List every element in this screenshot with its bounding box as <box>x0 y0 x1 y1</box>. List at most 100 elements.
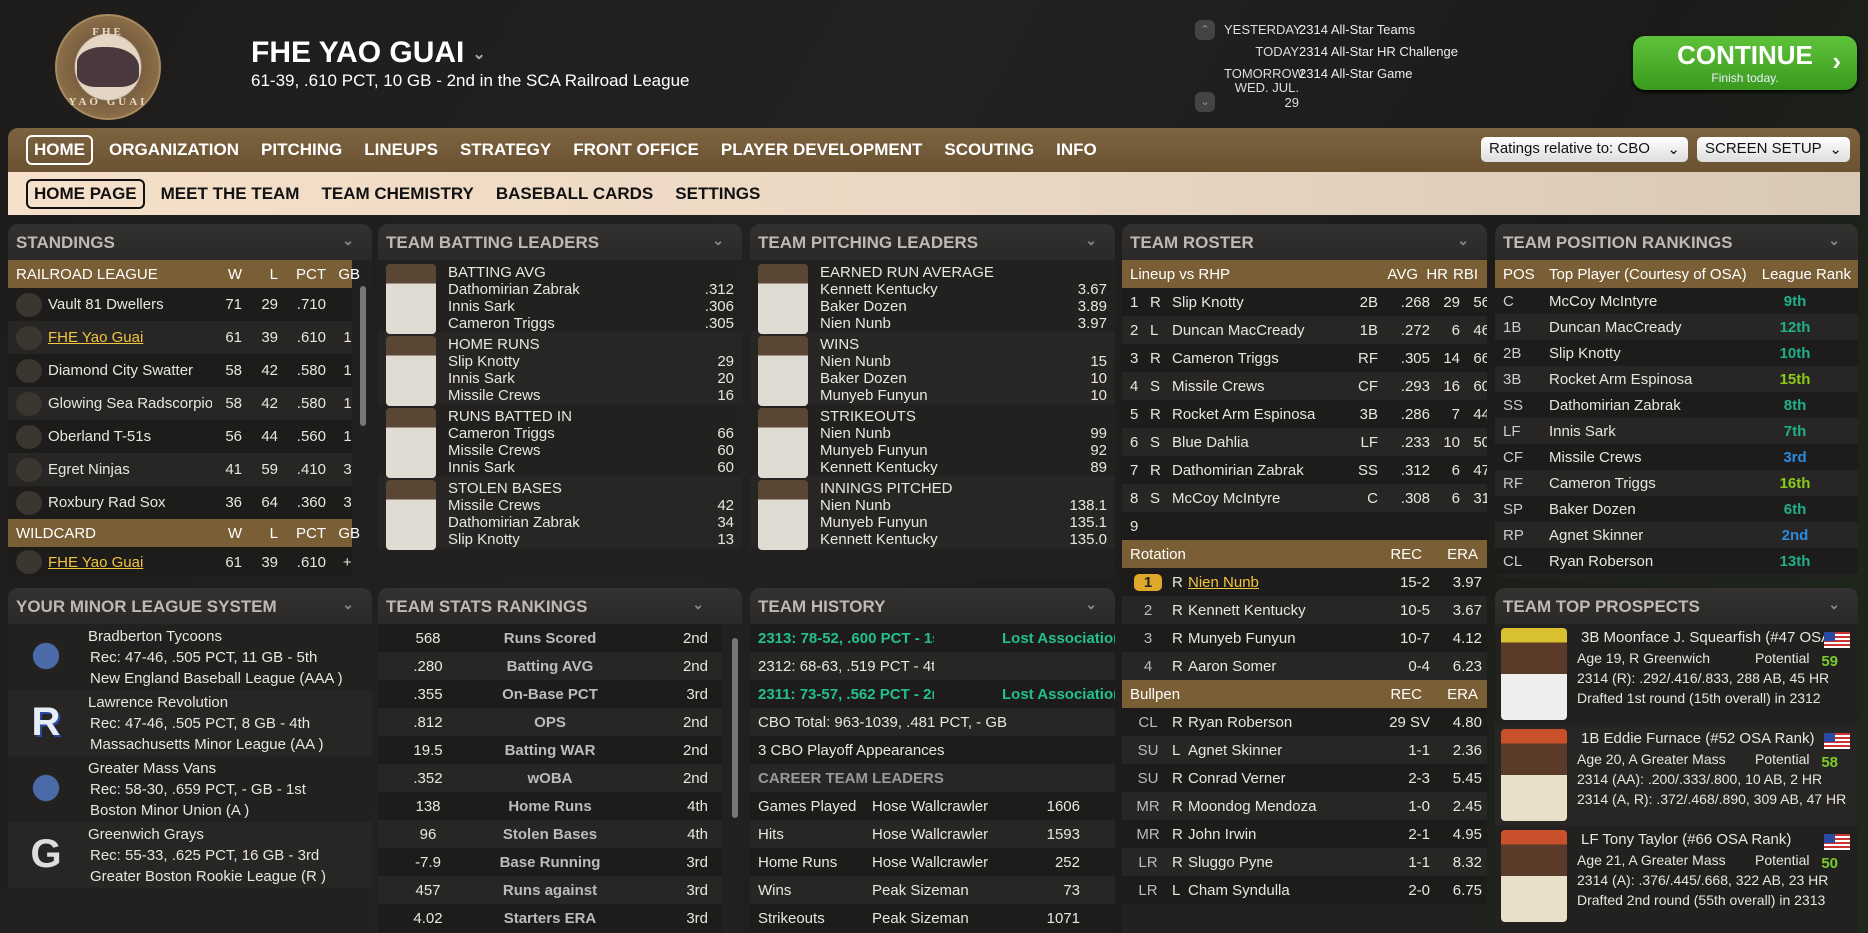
lineup-row[interactable]: 8 S McCoy McIntyre C .308 6 31 <box>1122 484 1487 512</box>
prospect-name[interactable]: LF Tony Taylor (#66 OSA Rank) <box>1581 831 1792 848</box>
prospect-headshot[interactable] <box>1501 830 1567 922</box>
scrollbar[interactable] <box>732 638 738 818</box>
bullpen-row[interactable]: MR R Moondog Mendoza 1-0 2.45 <box>1122 792 1487 820</box>
player-name[interactable]: Missile Crews <box>1549 448 1642 466</box>
chevron-down-icon[interactable]: ⌄ <box>1828 232 1840 248</box>
player-name[interactable]: Munyeb Funyun <box>820 387 928 404</box>
player-name[interactable]: Ryan Roberson <box>1549 552 1654 570</box>
player-name[interactable]: Conrad Verner <box>1188 769 1286 787</box>
position-row[interactable]: SP Baker Dozen 6th <box>1495 496 1858 522</box>
player-name[interactable]: McCoy McIntyre <box>1549 292 1658 310</box>
player-name[interactable]: Munyeb Funyun <box>1188 629 1296 647</box>
stat-ranking-row[interactable]: 96 Stolen Bases 4th <box>378 820 722 848</box>
minor-team[interactable]: R Lawrence Revolution Rec: 47-46, .505 PCT… <box>8 690 372 756</box>
lineup-row[interactable]: 7 R Dathomirian Zabrak SS .312 6 47 <box>1122 456 1487 484</box>
nav-home[interactable]: HOME <box>26 135 93 165</box>
rotation-row[interactable]: 3 R Munyeb Funyun 10-7 4.12 <box>1122 624 1487 652</box>
player-name[interactable]: Moondog Mendoza <box>1188 797 1317 815</box>
schedule-event[interactable]: 2314 All-Star Game <box>1299 65 1413 81</box>
stat-ranking-row[interactable]: .812 OPS 2nd <box>378 708 722 736</box>
nav-front-office[interactable]: FRONT OFFICE <box>573 140 699 159</box>
chevron-down-icon[interactable]: ⌄ <box>342 232 354 248</box>
career-leader-row[interactable]: Games Played Hose Wallcrawler 1606 <box>750 792 1115 820</box>
player-headshot[interactable] <box>758 336 808 406</box>
subnav-baseball-cards[interactable]: BASEBALL CARDS <box>495 183 654 203</box>
player-headshot[interactable] <box>386 336 436 406</box>
leader-name[interactable]: Hose Wallcrawler <box>872 853 989 871</box>
team-name[interactable]: Oberland T-51s <box>48 428 152 445</box>
nav-pitching[interactable]: PITCHING <box>261 140 343 159</box>
player-name[interactable]: Munyeb Funyun <box>820 442 928 459</box>
chevron-down-icon[interactable]: ⌄ <box>1457 232 1469 248</box>
player-name[interactable]: Missile Crews <box>1172 377 1265 395</box>
player-name[interactable]: Rocket Arm Espinosa <box>1549 370 1693 388</box>
minor-team-name[interactable]: Bradberton Tycoons <box>88 628 222 645</box>
player-name[interactable]: Cameron Triggs <box>1172 349 1279 367</box>
scrollbar[interactable] <box>360 286 366 426</box>
schedule-up-button[interactable]: ⌃ <box>1195 20 1215 40</box>
stat-ranking-row[interactable]: 568 Runs Scored 2nd <box>378 624 722 652</box>
lineup-row[interactable]: 2 L Duncan MacCready 1B .272 6 46 <box>1122 316 1487 344</box>
chevron-down-icon[interactable]: ⌄ <box>1828 596 1840 612</box>
standings-row[interactable]: Glowing Sea Radscorpions 58 42 .580 13 <box>8 387 352 420</box>
chevron-down-icon[interactable]: ⌄ <box>1085 596 1097 612</box>
player-name[interactable]: Baker Dozen <box>1549 500 1636 518</box>
player-name[interactable]: Dathomirian Zabrak <box>1549 396 1681 414</box>
season-row[interactable]: 2313: 78-52, .600 PCT - 1st Lost Associat… <box>750 624 1115 652</box>
prospect-name[interactable]: 1B Eddie Furnace (#52 OSA Rank) <box>1581 730 1815 747</box>
prospect-item[interactable]: 1B Eddie Furnace (#52 OSA Rank) Age 20, A… <box>1495 725 1858 826</box>
player-name[interactable]: Duncan MacCready <box>1549 318 1682 336</box>
player-name[interactable]: Agnet Skinner <box>1549 526 1644 544</box>
season-row[interactable]: 2311: 73-57, .562 PCT - 2nd Lost Associat… <box>750 680 1115 708</box>
season-row[interactable]: 2312: 68-63, .519 PCT - 4th <box>750 652 1115 680</box>
player-name[interactable]: Nien Nunb <box>820 497 891 514</box>
standings-row[interactable]: Diamond City Swatter 58 42 .580 13 <box>8 354 352 387</box>
team-title[interactable]: FHE YAO GUAI ⌄ <box>251 36 486 70</box>
player-name[interactable]: Aaron Somer <box>1188 657 1277 675</box>
team-name[interactable]: Roxbury Rad Sox <box>48 494 166 511</box>
position-row[interactable]: 1B Duncan MacCready 12th <box>1495 314 1858 340</box>
player-name[interactable]: Missile Crews <box>448 497 541 514</box>
prospect-item[interactable]: 3B Moonface J. Squearfish (#47 OSA Rank)… <box>1495 624 1858 725</box>
nav-strategy[interactable]: STRATEGY <box>459 140 552 159</box>
chevron-down-icon[interactable]: ⌄ <box>712 232 724 248</box>
player-name[interactable]: Munyeb Funyun <box>820 514 928 531</box>
prospect-name[interactable]: 3B Moonface J. Squearfish (#47 OSA Rank) <box>1581 629 1847 646</box>
stat-ranking-row[interactable]: 19.5 Batting WAR 2nd <box>378 736 722 764</box>
chevron-down-icon[interactable]: ⌄ <box>472 46 486 64</box>
subnav-meet-the-team[interactable]: MEET THE TEAM <box>160 183 300 203</box>
bullpen-row[interactable]: LR L Cham Syndulla 2-0 6.75 <box>1122 876 1487 904</box>
lineup-row[interactable]: 9 <box>1122 512 1487 540</box>
prospect-headshot[interactable] <box>1501 729 1567 821</box>
subnav-home-page[interactable]: HOME PAGE <box>26 178 145 209</box>
player-headshot[interactable] <box>386 264 436 334</box>
player-headshot[interactable] <box>758 408 808 478</box>
position-row[interactable]: CF Missile Crews 3rd <box>1495 444 1858 470</box>
player-name[interactable]: Sluggo Pyne <box>1188 853 1274 871</box>
player-name[interactable]: Slip Knotty <box>1549 344 1621 362</box>
player-headshot[interactable] <box>386 408 436 478</box>
lineup-row[interactable]: 1 R Slip Knotty 2B .268 29 56 <box>1122 288 1487 316</box>
position-row[interactable]: CL Ryan Roberson 13th <box>1495 548 1858 574</box>
player-name[interactable]: Missile Crews <box>448 442 541 459</box>
player-headshot[interactable] <box>758 480 808 550</box>
bullpen-row[interactable]: LR R Sluggo Pyne 1-1 8.32 <box>1122 848 1487 876</box>
player-name[interactable]: Kennett Kentucky <box>820 459 938 476</box>
minor-team-name[interactable]: Greater Mass Vans <box>88 760 217 777</box>
lineup-row[interactable]: 4 S Missile Crews CF .293 16 60 <box>1122 372 1487 400</box>
bullpen-row[interactable]: MR R John Irwin 2-1 4.95 <box>1122 820 1487 848</box>
subnav-team-chemistry[interactable]: TEAM CHEMISTRY <box>321 183 474 203</box>
standings-row[interactable]: Vault 81 Dwellers 71 29 .710- <box>8 288 352 321</box>
stat-ranking-row[interactable]: .355 On-Base PCT 3rd <box>378 680 722 708</box>
career-leader-row[interactable]: Wins Peak Sizeman 73 <box>750 876 1115 904</box>
player-name[interactable]: Dathomirian Zabrak <box>448 281 580 298</box>
prospect-headshot[interactable] <box>1501 628 1567 720</box>
player-name[interactable]: Missile Crews <box>448 387 541 404</box>
player-name[interactable]: Kennett Kentucky <box>820 281 938 298</box>
chevron-down-icon[interactable]: ⌄ <box>342 596 354 612</box>
leader-name[interactable]: Hose Wallcrawler <box>872 825 989 843</box>
schedule-event[interactable]: 2314 All-Star HR Challenge <box>1299 43 1458 59</box>
player-name[interactable]: Cameron Triggs <box>448 425 555 442</box>
player-name[interactable]: McCoy McIntyre <box>1172 489 1281 507</box>
subnav-settings[interactable]: SETTINGS <box>675 183 761 203</box>
